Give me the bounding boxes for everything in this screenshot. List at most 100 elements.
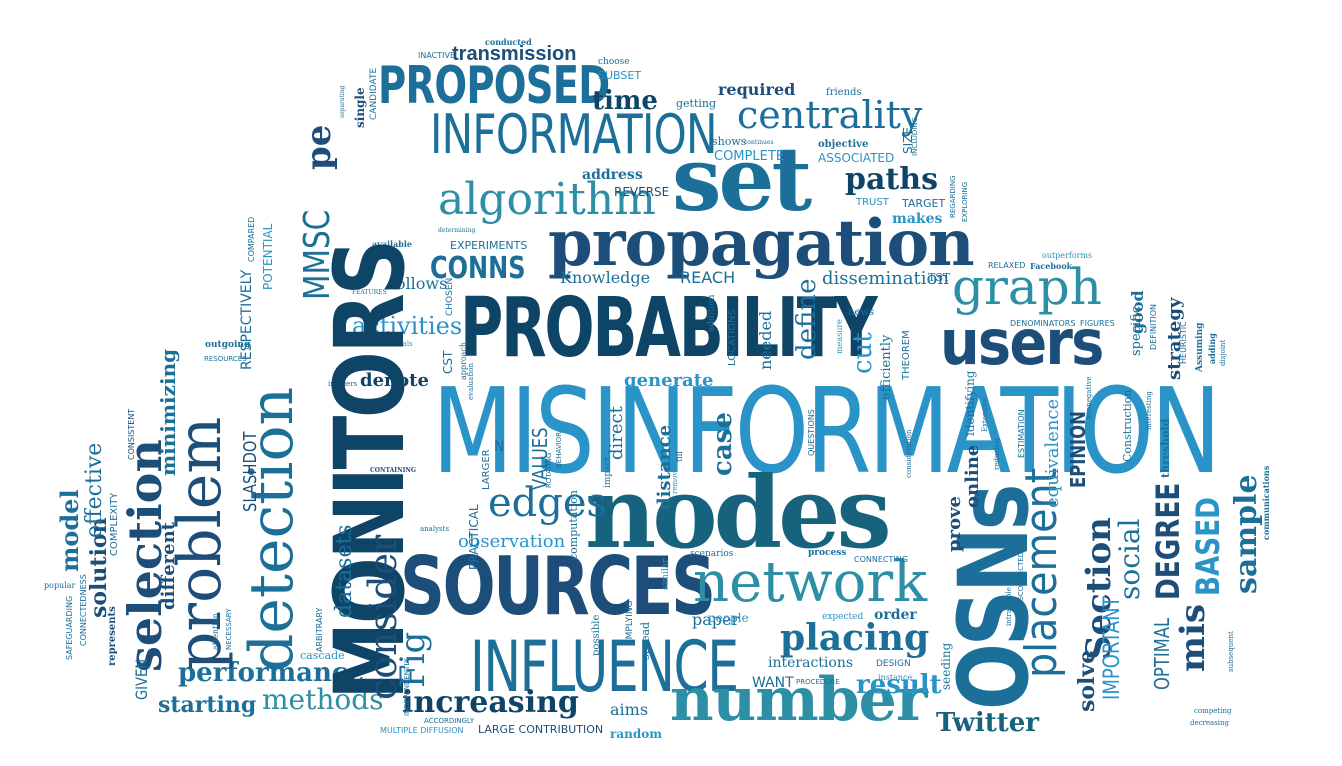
word-denote: denote	[360, 370, 429, 391]
word-outperforms: outperforms	[1042, 251, 1093, 260]
word-addition: addition	[707, 294, 717, 332]
word-connecting: CONNECTING	[854, 555, 908, 564]
word-datasets: datasets	[332, 524, 357, 618]
word-proposed: PROPOSED	[378, 56, 610, 116]
word-equivalence: equivalence	[1042, 398, 1063, 508]
word-dissemination: dissemination	[822, 268, 949, 289]
word-want: WANT	[752, 675, 794, 691]
word-potential: POTENTIAL	[261, 223, 275, 290]
word-observation: observation	[458, 531, 566, 552]
word-design: DESIGN	[876, 659, 911, 669]
word-twitter: Twitter	[936, 708, 1040, 738]
word-possible: possible	[591, 614, 602, 656]
word-effective: effective	[82, 442, 107, 538]
word-outgoing: outgoing	[205, 340, 251, 350]
word-exploring: EXPLORING	[961, 181, 969, 222]
word-activities: activities	[352, 312, 463, 340]
word-complexity: COMPLEXITY	[109, 492, 120, 556]
word-slashdot: SLASHDOT	[240, 431, 261, 512]
word-paper: paper	[692, 610, 740, 629]
word-necessary: NECESSARY	[225, 608, 233, 650]
word-conns: CONNS	[430, 251, 526, 286]
word-locations: LOCATIONS	[727, 309, 738, 366]
word-integers: integers	[328, 380, 358, 388]
word-conducted: conducted	[485, 37, 532, 47]
word-result: result	[856, 670, 942, 700]
word-attention: attention	[211, 613, 220, 650]
word-implying: IMPLYING	[625, 600, 635, 642]
word-set: set	[672, 127, 812, 231]
word-social: social	[1113, 518, 1146, 600]
word-containing: CONTAINING	[370, 467, 416, 474]
word-cut: cut	[848, 332, 878, 374]
word-shows: shows	[712, 135, 747, 148]
word-till: till	[675, 451, 684, 462]
word-target: TARGET	[902, 197, 946, 210]
word-generate: generate	[624, 370, 714, 391]
word-communications: communications	[1261, 465, 1271, 540]
word-objective: objective	[818, 139, 869, 150]
word-larger: LARGER	[481, 449, 492, 490]
word-connectedness: CONNECTEDNESS	[79, 574, 88, 646]
word-tst: TST	[928, 271, 951, 284]
word-probability: PROBABILITY	[460, 281, 878, 376]
word-construction: Construction	[1121, 389, 1134, 462]
word-regarding: REGARDING	[949, 175, 957, 218]
word-estimation: ESTIMATION	[1017, 409, 1026, 458]
word-algorithm: algorithm	[438, 174, 656, 225]
word-mis: mis	[1173, 603, 1213, 672]
word-address: address	[582, 167, 643, 183]
word-needed: needed	[756, 310, 775, 370]
word-computation: computation	[567, 490, 580, 560]
word-makes: makes	[892, 211, 943, 227]
word-given: GIVEN	[132, 658, 151, 700]
word-determining: determining	[438, 227, 476, 234]
word-subsequent: subsequent	[1227, 631, 1235, 672]
word-complete: COMPLETE	[714, 149, 784, 164]
word-figures: FIGURES	[1080, 319, 1115, 328]
word-arbitrary: ARBITRARY	[315, 607, 324, 652]
word-impact: impact	[603, 456, 613, 488]
word-solve: solve	[1074, 649, 1100, 712]
word-measure: measure	[835, 319, 844, 354]
word-spread: spread	[639, 621, 652, 660]
word-questions: QUESTIONS	[807, 409, 816, 456]
word-performance: performance	[178, 658, 365, 688]
word-online: online	[962, 444, 983, 508]
word-choose: choose	[598, 57, 630, 67]
word-safeguarding: SAFEGUARDING	[65, 595, 74, 660]
word-consideration: consideration	[905, 429, 913, 478]
word-subset: SUBSET	[598, 69, 642, 82]
word-required: required	[718, 80, 796, 99]
word-increasing: increasing	[402, 685, 579, 720]
word-centrality: centrality	[737, 93, 923, 137]
word-disjoint: disjoint	[1219, 339, 1227, 366]
word-extensive: Extensive	[981, 397, 989, 432]
word-experiments: EXPERIMENTS	[450, 239, 528, 252]
word-specific: specific	[1129, 305, 1144, 356]
word-optimal: OPTIMAL	[1150, 617, 1174, 690]
word-multiple: MULTIPLE DIFFUSION	[380, 726, 464, 735]
word-number: number	[670, 665, 927, 735]
word-cst: CST	[441, 350, 455, 374]
word-resources: RESOURCES	[204, 355, 247, 363]
word-interactions: interactions	[768, 655, 854, 671]
word-based: BASED	[1189, 497, 1227, 596]
word-available: available	[372, 239, 412, 249]
word-order: order	[874, 607, 917, 623]
word-efficiently: efficiently	[879, 334, 894, 400]
word-placing: placing	[780, 617, 930, 659]
word-decreasing: decreasing	[1190, 719, 1230, 727]
word-information: INFORMATION	[430, 103, 717, 166]
word-respectively: RESPECTIVELY	[239, 269, 255, 370]
word-sources: SOURCES	[400, 540, 716, 633]
word-people: people	[708, 611, 749, 625]
word-time: time	[592, 86, 658, 116]
word-random: random	[610, 727, 662, 741]
word-threshold: threshold	[1159, 418, 1172, 478]
word-news: news	[848, 307, 875, 318]
word-independently: INDEPENDENTLY	[403, 658, 411, 716]
word-expected: expected	[822, 612, 864, 622]
word-methods: methods	[262, 683, 384, 716]
